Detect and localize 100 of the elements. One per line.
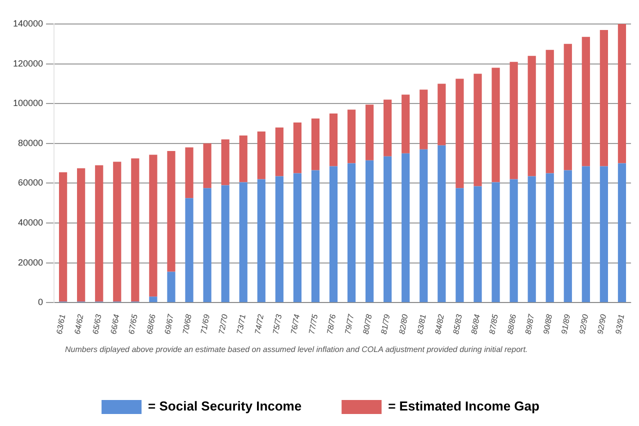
x-tick-label: 63/61 bbox=[54, 314, 68, 335]
bar bbox=[474, 74, 482, 186]
x-tick-label: 92/90 bbox=[596, 313, 608, 335]
bar bbox=[582, 36, 590, 166]
bar bbox=[113, 162, 122, 302]
x-tick-label: 64/62 bbox=[72, 313, 86, 335]
legend-label: = Estimated Income Gap bbox=[388, 398, 540, 414]
bar bbox=[546, 173, 554, 302]
bar bbox=[167, 272, 176, 302]
bar bbox=[456, 188, 464, 302]
x-tick-label: 69/67 bbox=[163, 313, 176, 335]
x-tick-label: 70/68 bbox=[181, 313, 194, 335]
bar bbox=[311, 118, 320, 170]
bar bbox=[95, 165, 104, 302]
bar bbox=[275, 127, 284, 176]
text: Numbers diplayed above provide an estimate based on assumed level inflation and COLA adjustment provided during initial report. bbox=[65, 345, 528, 354]
bar bbox=[564, 44, 572, 170]
bar bbox=[528, 176, 536, 302]
bar bbox=[257, 179, 266, 302]
x-tick-label: 66/64 bbox=[108, 313, 122, 335]
x-tick-label: 81/79 bbox=[379, 313, 392, 335]
bar bbox=[149, 154, 158, 297]
bar bbox=[510, 179, 518, 302]
bar bbox=[239, 135, 248, 182]
bar bbox=[438, 145, 446, 302]
bar bbox=[456, 78, 464, 188]
x-tick-label: 82/80 bbox=[397, 313, 410, 335]
bar bbox=[293, 173, 302, 302]
bar bbox=[384, 100, 392, 156]
x-tick-label: 78/76 bbox=[325, 313, 338, 335]
y-tick-label: 20000 bbox=[18, 257, 44, 268]
x-tick-label: 87/85 bbox=[488, 313, 500, 335]
bar bbox=[618, 24, 626, 164]
x-tick-label: 76/74 bbox=[289, 313, 302, 335]
bar bbox=[582, 166, 590, 302]
bar bbox=[311, 170, 320, 302]
x-tick-label: 79/77 bbox=[343, 313, 356, 335]
x-tick-label: 80/78 bbox=[361, 313, 374, 335]
bar bbox=[474, 186, 482, 302]
bar bbox=[420, 90, 428, 150]
bar bbox=[618, 163, 626, 302]
x-tick-label: 73/71 bbox=[235, 314, 248, 335]
x-tick-label: 65/63 bbox=[90, 313, 104, 335]
x-tick-label: 83/81 bbox=[415, 314, 428, 335]
bar bbox=[366, 160, 374, 302]
x-tick-label: 74/72 bbox=[253, 313, 266, 335]
bar bbox=[203, 143, 212, 188]
bar bbox=[185, 198, 194, 302]
bar bbox=[384, 156, 392, 302]
x-tick-label: 92/90 bbox=[578, 313, 590, 335]
bar bbox=[329, 114, 338, 166]
y-tick-label: 120000 bbox=[12, 58, 44, 68]
bar bbox=[600, 30, 608, 166]
x-tick-label: 67/65 bbox=[126, 313, 140, 335]
x-tick-label: 77/75 bbox=[307, 313, 320, 335]
bar bbox=[293, 122, 302, 174]
bar bbox=[239, 182, 248, 302]
bar bbox=[402, 153, 410, 302]
y-tick-label: 80000 bbox=[18, 138, 44, 148]
bar bbox=[347, 110, 356, 164]
bar bbox=[131, 158, 140, 302]
x-tick-label: 88/86 bbox=[506, 313, 518, 335]
bar bbox=[221, 139, 230, 186]
y-tick-label: 0 bbox=[38, 297, 44, 308]
bar bbox=[149, 296, 158, 302]
x-tick-label: 90/88 bbox=[542, 313, 554, 335]
bar bbox=[58, 172, 68, 302]
bar bbox=[600, 166, 608, 302]
bar bbox=[257, 131, 266, 180]
y-tick-label: 100000 bbox=[12, 98, 44, 108]
x-tick-label: 71/69 bbox=[199, 313, 212, 335]
x-tick-label: 72/70 bbox=[217, 313, 230, 335]
bar bbox=[546, 50, 554, 174]
bar bbox=[492, 182, 500, 302]
y-tick-label: 60000 bbox=[18, 178, 44, 188]
x-tick-label: 75/73 bbox=[271, 313, 284, 335]
x-tick-label: 89/87 bbox=[524, 313, 536, 335]
bar bbox=[564, 170, 572, 302]
bar bbox=[221, 185, 230, 302]
bar bbox=[402, 94, 410, 154]
x-tick-label: 93/91 bbox=[614, 314, 626, 335]
x-tick-label: 85/83 bbox=[452, 313, 464, 335]
bar bbox=[77, 168, 86, 302]
bar bbox=[492, 68, 500, 182]
bar bbox=[185, 147, 194, 198]
y-tick-label: 40000 bbox=[18, 217, 44, 228]
bar bbox=[275, 176, 284, 302]
bar bbox=[510, 62, 518, 180]
bar bbox=[528, 56, 536, 176]
x-tick-label: 84/82 bbox=[433, 313, 446, 335]
bar bbox=[347, 163, 356, 302]
x-tick-label: 91/89 bbox=[560, 313, 572, 335]
bar bbox=[438, 84, 446, 146]
bar bbox=[167, 150, 176, 272]
bar bbox=[329, 166, 338, 302]
legend-label: = Social Security Income bbox=[148, 398, 302, 414]
bar bbox=[420, 149, 428, 302]
x-tick-label: 86/84 bbox=[470, 313, 482, 335]
y-tick-label: 140000 bbox=[12, 18, 44, 28]
bar bbox=[366, 104, 374, 160]
